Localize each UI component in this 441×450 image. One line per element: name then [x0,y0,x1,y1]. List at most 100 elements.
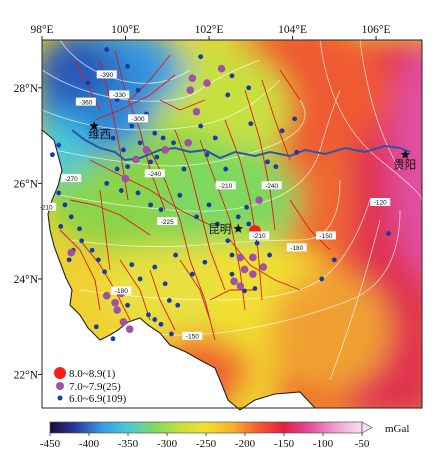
epicenter-m6 [152,264,158,270]
epicenter-m6 [265,159,270,165]
contour-label-bg [111,286,132,295]
epicenter-m6 [158,321,164,327]
epicenter-m6 [135,87,141,93]
epicenter-m6 [125,164,131,170]
colorbar-tick-label: -350 [118,438,139,450]
contour-label-text: -120 [374,200,387,207]
contour-label-text: -240 [148,171,161,178]
contour-label: -210 [249,231,270,240]
epicenter-m6 [148,202,153,208]
epicenter-m6 [93,324,99,330]
colorbar [49,421,363,434]
epicenter-m7 [119,318,128,326]
epicenter-m6 [121,147,126,153]
epicenter-m6 [162,281,168,287]
latitude-labels: 28°N 26°N 24°N 22°N [14,83,39,382]
epicenter-m7 [161,146,169,154]
epicenter-m6 [212,135,218,141]
contour-label-bg [286,243,307,252]
epicenter-m6 [189,271,195,277]
colorbar-unit: mGal [385,423,409,435]
epicenter-m6 [137,140,143,146]
epicenter-m6 [129,262,135,268]
colorbar-tick-label: -150 [274,438,295,450]
contour-label-bg [128,114,149,123]
contour-labels: -390 -360 -330 -300 -270 -240 -210 -225 -210 -240… [36,70,391,341]
epicenter-m6 [171,140,176,146]
colorbar-tick-label: -300 [157,438,178,450]
epicenter-m6 [173,252,179,258]
epicenter-m6 [273,164,279,170]
epicenter-m6 [148,159,153,165]
contour-label-bg [36,202,57,211]
contour-label: -150 [182,331,203,341]
colorbar-tick-label: -400 [79,438,100,450]
epicenter-m6 [166,298,172,303]
epicenter-m6 [152,130,158,136]
river-line [71,129,411,162]
contour-label-text: -240 [265,183,278,190]
outside-area [42,40,422,410]
contour-label-bg [370,197,391,206]
epicenter-m6 [294,149,300,155]
city-star-icon [400,149,411,159]
contour-label: -300 [128,114,149,123]
epicenter-m7 [236,282,245,290]
colorbar-tick-labels: -450 -400 -350 -300 -250 -200 -150 -100 -50 [40,433,370,450]
epicenter-m6 [244,204,250,210]
epicenter-m6 [235,214,241,220]
epicenter-m6 [292,116,298,122]
epicenter-m6 [56,190,62,196]
epicenter-m7 [142,146,151,154]
longitude-label: 106°E [362,24,391,36]
epicenter-m6 [160,135,166,141]
colorbar-tick-label: -200 [235,438,256,450]
epicenter-m6 [89,247,95,253]
longitude-labels: 98°E 100°E 102°E 104°E 106°E [30,24,390,36]
contour-label: -210 [36,202,57,211]
epicenter-m6 [137,276,143,282]
latitude-label: 26°N [14,178,39,190]
contour-label-bg [182,331,203,340]
epicenter-m7 [184,138,192,147]
epicenter-m6 [169,331,174,337]
contour-label-bg [249,231,270,240]
epicenter-m7 [125,325,134,333]
epicenter-m6 [331,257,337,263]
epicenter-m6 [110,135,116,141]
epicenter-m6 [50,152,55,158]
epicenter-m6 [125,302,131,308]
epicenter-m6 [129,123,135,129]
contour-label-text: -180 [290,245,303,252]
epicenter-m6 [177,192,183,198]
legend-marker-m7 [56,382,64,390]
epicenter-m6 [252,286,258,291]
epicenter-m6 [79,238,85,244]
epicenter-m6 [118,188,124,193]
epicenter-m6 [114,166,120,172]
latitude-label: 24°N [14,274,39,286]
contour-label-bg [157,217,178,226]
contour-label: -330 [109,90,130,99]
epicenter-m6 [104,47,110,52]
epicenter-m6 [246,221,252,227]
contour-label-text: -210 [219,183,232,190]
contour-label: -210 [215,181,236,190]
earthquake-epicenters [50,47,391,342]
epicenter-m7 [217,64,226,73]
epicenter-m6 [223,166,229,172]
contour-label: -390 [96,70,117,79]
epicenter-m6 [386,231,391,236]
epicenter-m6 [202,259,208,265]
epicenter-m6 [181,166,187,172]
epicenter-m6 [194,214,199,220]
map-frame [41,39,423,409]
contour-label-text: -390 [100,72,113,79]
epicenter-m6 [248,121,254,127]
epicenter-m6 [242,288,247,294]
colorbar-tick-label: -50 [355,438,370,450]
contour-label: -180 [111,286,132,295]
epicenter-m7 [249,253,257,262]
epicenter-m6 [254,240,260,246]
